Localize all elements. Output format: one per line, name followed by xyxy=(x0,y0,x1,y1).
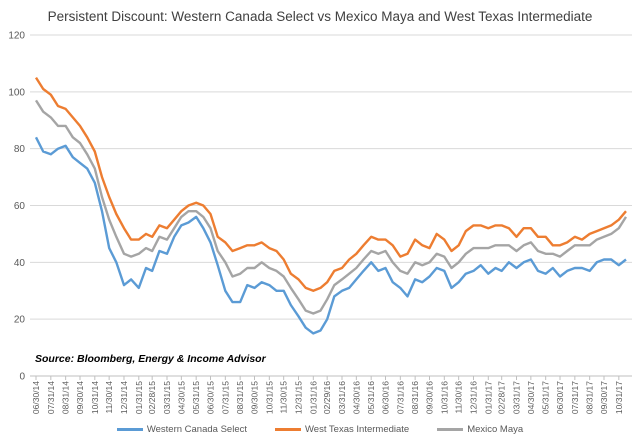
x-tick-label: 09/30/17 xyxy=(599,381,609,414)
x-tick-label: 10/31/15 xyxy=(264,381,274,414)
legend-swatch xyxy=(116,428,143,431)
x-tick-label: 08/31/14 xyxy=(61,381,71,414)
y-tick-label: 0 xyxy=(19,372,25,383)
x-axis: 06/30/14 07/31/14 08/31/14 09/30/14 10/31/14… xyxy=(31,376,624,414)
legend-item: West Texas Intermediate xyxy=(275,424,409,435)
y-tick-label: 120 xyxy=(8,31,25,42)
series-line-western-canada-select xyxy=(34,136,627,335)
x-tick-label: 08/31/15 xyxy=(235,381,245,414)
x-tick-label: 10/31/14 xyxy=(90,381,100,414)
x-tick-label: 11/30/16 xyxy=(454,381,464,414)
x-tick-label: 09/30/14 xyxy=(75,381,85,414)
x-tick-label: 05/31/16 xyxy=(366,381,376,414)
y-tick-label: 20 xyxy=(14,315,26,326)
x-tick-label: 02/29/16 xyxy=(322,381,332,414)
x-tick-label: 12/31/14 xyxy=(119,381,129,414)
x-tick-label: 06/30/17 xyxy=(555,381,565,414)
x-tick-label: 04/30/15 xyxy=(176,381,186,414)
legend-swatch xyxy=(275,428,301,431)
series-lines xyxy=(34,76,628,335)
source-note: Source: Bloomberg, Energy & Income Advis… xyxy=(35,353,266,365)
legend-swatch xyxy=(437,428,464,431)
x-tick-label: 12/31/16 xyxy=(468,381,478,414)
x-tick-label: 03/31/15 xyxy=(162,381,172,414)
legend-label: Mexico Maya xyxy=(467,424,524,435)
gridlines xyxy=(30,34,632,377)
x-tick-label: 03/31/17 xyxy=(512,381,522,414)
x-tick-label: 07/31/14 xyxy=(46,381,56,414)
x-tick-label: 10/31/16 xyxy=(439,381,449,414)
x-tick-label: 09/30/15 xyxy=(250,381,260,414)
x-tick-label: 06/30/14 xyxy=(31,381,41,414)
x-tick-label: 11/30/15 xyxy=(279,381,289,414)
x-tick-label: 07/31/15 xyxy=(220,381,230,414)
legend-label: Western Canada Select xyxy=(146,424,247,435)
chart-title: Persistent Discount: Western Canada Sele… xyxy=(47,9,593,24)
y-tick-label: 80 xyxy=(14,144,26,155)
x-tick-label: 01/31/17 xyxy=(483,381,493,414)
x-tick-label: 08/31/17 xyxy=(585,381,595,414)
y-tick-label: 100 xyxy=(8,87,25,98)
x-tick-label: 09/30/16 xyxy=(424,381,434,414)
series-line-west-texas-intermediate xyxy=(34,76,627,292)
x-tick-label: 05/31/15 xyxy=(191,381,201,414)
x-tick-label: 12/31/15 xyxy=(293,381,303,414)
x-tick-label: 06/30/15 xyxy=(206,381,216,414)
y-tick-label: 40 xyxy=(14,258,26,269)
x-tick-label: 06/30/16 xyxy=(381,381,391,414)
x-tick-label: 02/28/17 xyxy=(497,381,507,414)
x-tick-label: 08/31/16 xyxy=(410,381,420,414)
y-tick-label: 60 xyxy=(14,201,26,212)
x-tick-label: 04/30/16 xyxy=(351,381,361,414)
x-tick-label: 02/28/15 xyxy=(147,381,157,414)
y-axis-tick-labels: 0 20 40 60 80 100 120 xyxy=(8,31,25,383)
x-tick-label: 10/31/17 xyxy=(614,381,624,414)
x-tick-label: 01/31/16 xyxy=(308,381,318,414)
x-tick-label: 04/30/17 xyxy=(526,381,536,414)
legend-item: Western Canada Select xyxy=(116,424,247,435)
legend-label: West Texas Intermediate xyxy=(305,424,410,435)
x-tick-label: 05/31/17 xyxy=(541,381,551,414)
legend-item: Mexico Maya xyxy=(437,424,523,435)
x-tick-label: 11/30/14 xyxy=(104,381,114,414)
x-tick-label: 01/31/15 xyxy=(134,381,144,414)
x-tick-label: 03/31/16 xyxy=(337,381,347,414)
legend: Western Canada Select West Texas Intermed… xyxy=(0,423,640,435)
series-line-mexico-maya xyxy=(34,99,628,315)
x-tick-label: 07/31/16 xyxy=(395,381,405,414)
x-tick-label: 07/31/17 xyxy=(570,381,580,414)
